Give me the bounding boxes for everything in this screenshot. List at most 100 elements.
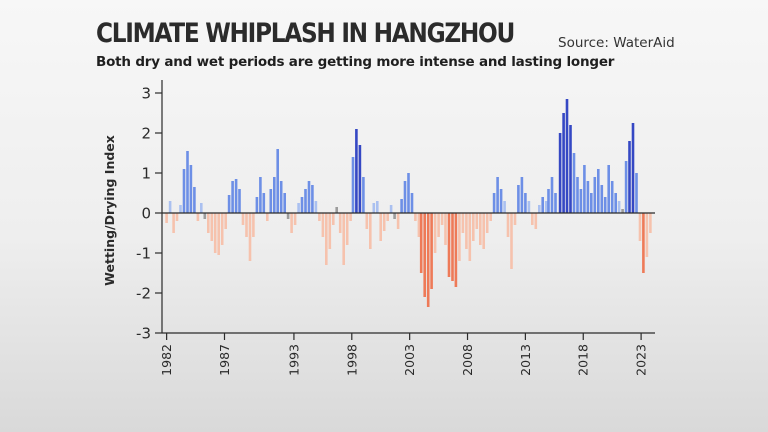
index-bar	[217, 213, 220, 255]
index-bar	[396, 213, 400, 229]
index-bar	[499, 189, 503, 213]
index-bar	[238, 189, 241, 213]
y-tick-label: 2	[141, 125, 151, 143]
index-bar	[468, 213, 472, 261]
x-tick-label: 2018	[576, 344, 591, 376]
index-bar	[335, 207, 338, 213]
index-bar	[186, 151, 189, 213]
index-bar	[393, 213, 396, 219]
index-bar	[325, 213, 328, 265]
index-bar	[583, 165, 586, 213]
index-bar	[321, 213, 325, 237]
index-bar	[389, 205, 393, 213]
index-bar	[193, 187, 196, 213]
axes-group: 3 2 1 0 -1 -2 -3 1982 1987 1993 1998 2003 2008 2013 20…	[102, 80, 655, 376]
index-bar	[492, 193, 496, 213]
index-bar	[649, 213, 652, 233]
index-bar	[423, 213, 426, 297]
index-bar	[355, 129, 358, 213]
index-bar	[614, 193, 617, 213]
index-bar	[485, 213, 489, 233]
index-bar	[314, 201, 318, 213]
index-bar	[273, 177, 276, 213]
index-bar	[372, 203, 376, 213]
x-tick-label: 2003	[402, 344, 417, 376]
index-bar	[172, 213, 175, 233]
bars-group	[165, 99, 652, 307]
index-bar	[259, 177, 262, 213]
index-bar	[196, 213, 200, 221]
index-bar	[231, 181, 234, 213]
index-bar	[527, 201, 531, 213]
index-bar	[465, 213, 468, 249]
index-bar	[579, 189, 583, 213]
index-bar	[407, 173, 410, 213]
index-bar	[590, 193, 593, 213]
x-tick-label: 2008	[460, 344, 475, 376]
index-bar	[351, 157, 355, 213]
index-bar	[597, 169, 600, 213]
x-tick-label: 2023	[634, 344, 649, 376]
index-bar	[300, 197, 304, 213]
index-bar	[437, 213, 440, 237]
index-bar	[544, 201, 548, 213]
index-bar	[382, 213, 386, 231]
index-bar	[531, 213, 534, 225]
chart-subtitle: Both dry and wet periods are getting mor…	[96, 54, 615, 70]
index-bar	[182, 169, 186, 213]
index-bar	[203, 213, 207, 219]
index-bar	[386, 213, 389, 221]
index-bar	[400, 199, 403, 213]
index-bar	[451, 213, 454, 281]
index-bar	[538, 205, 541, 213]
index-bar	[213, 213, 217, 253]
index-bar	[234, 179, 238, 213]
index-bar	[345, 213, 349, 245]
index-bar	[562, 113, 565, 213]
index-bar	[276, 149, 279, 213]
index-bar	[440, 213, 444, 225]
index-bar	[220, 213, 224, 245]
index-bar	[311, 185, 314, 213]
index-bar	[603, 197, 607, 213]
index-bar	[569, 125, 572, 213]
index-bar	[482, 213, 485, 249]
index-bar	[255, 197, 259, 213]
index-bar	[332, 213, 335, 225]
index-bar	[628, 141, 631, 213]
index-bar	[210, 213, 214, 241]
index-bar	[624, 161, 628, 213]
index-bar	[547, 189, 550, 213]
index-bar	[168, 201, 172, 213]
index-bar	[565, 99, 569, 213]
index-bar	[376, 201, 379, 213]
index-bar	[290, 213, 293, 233]
index-bar	[642, 213, 645, 273]
index-bar	[645, 213, 649, 257]
index-bar	[227, 195, 231, 213]
index-bar	[175, 213, 179, 221]
index-bar	[572, 153, 576, 213]
index-bar	[338, 213, 342, 233]
index-bar	[410, 193, 414, 213]
index-bar	[358, 145, 362, 213]
index-bar	[479, 213, 482, 245]
index-bar	[524, 193, 527, 213]
index-bar	[369, 213, 372, 249]
index-bar	[262, 193, 266, 213]
source-label: Source: WaterAid	[558, 35, 675, 51]
y-axis-title: Wetting/Drying Index	[102, 135, 117, 286]
x-tick-label: 1987	[217, 344, 232, 376]
y-tick-label: 1	[141, 165, 151, 183]
index-bar	[638, 213, 642, 241]
chart-title: CLIMATE WHIPLASH IN HANGZHOU	[96, 18, 515, 49]
index-bar	[506, 213, 510, 237]
index-bar	[430, 213, 433, 289]
index-bar	[586, 181, 590, 213]
index-bar	[342, 213, 345, 265]
index-bar	[617, 201, 621, 213]
index-bar	[607, 165, 610, 213]
index-bar	[283, 193, 286, 213]
index-bar	[362, 177, 365, 213]
